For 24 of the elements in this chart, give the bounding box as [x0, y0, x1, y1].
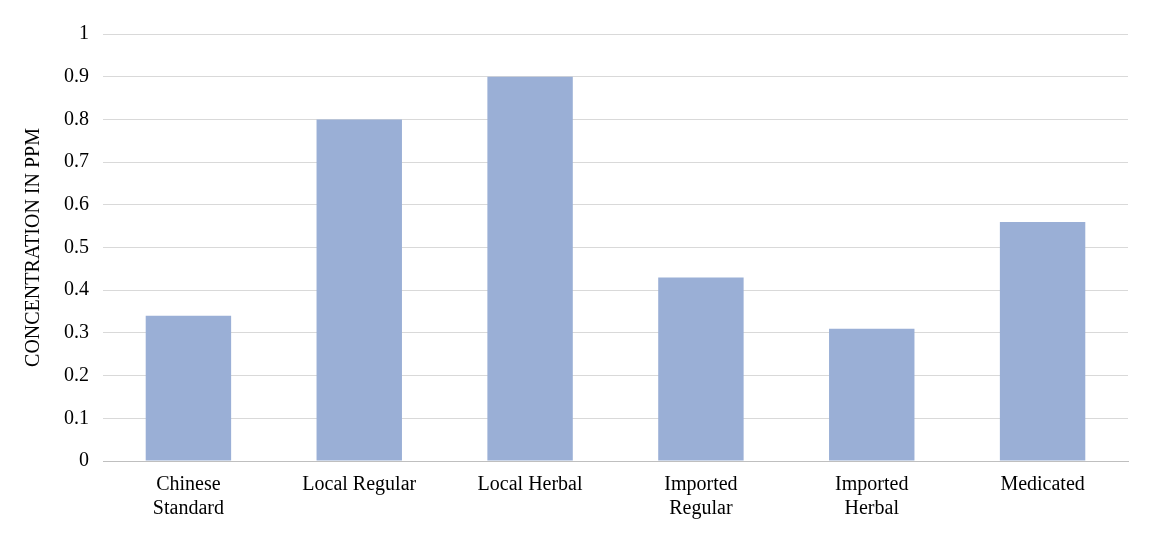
x-tick-label: Imported Regular: [664, 472, 738, 520]
y-tick-label: 0.2: [64, 362, 89, 385]
bar: [658, 277, 744, 461]
x-tick-label: Medicated: [1000, 472, 1085, 495]
bar: [829, 328, 915, 461]
y-tick-label: 0.5: [64, 234, 89, 257]
y-axis-title: CONCENTRATION IN PPM: [21, 127, 44, 367]
y-tick-label: 0.8: [64, 106, 89, 129]
x-tick-label: Imported Herbal: [835, 472, 909, 519]
bar: [999, 221, 1086, 461]
y-tick-label: 0.3: [64, 320, 89, 343]
y-tick-label: 1: [79, 21, 89, 44]
y-tick-label: 0.7: [64, 149, 89, 172]
bar: [145, 315, 232, 461]
x-tick-label: Local Regular: [302, 472, 417, 496]
y-tick-label: 0: [79, 448, 89, 471]
x-tick-label: Local Herbal: [477, 472, 583, 495]
y-tick-label: 0.4: [64, 277, 89, 300]
y-tick-label: 0.6: [64, 192, 89, 215]
bar: [487, 76, 573, 461]
bar: [316, 119, 402, 461]
y-tick-label: 0.9: [64, 63, 89, 86]
y-tick-label: 0.1: [64, 405, 89, 428]
x-tick-label: Chinese Standard: [152, 472, 224, 519]
